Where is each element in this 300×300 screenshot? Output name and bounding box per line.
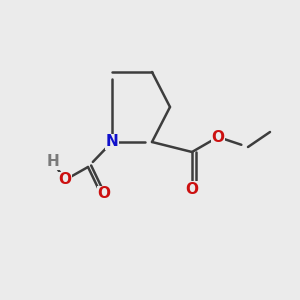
Text: O: O (98, 187, 110, 202)
Text: H: H (46, 154, 59, 169)
Text: O: O (185, 182, 199, 196)
Text: N: N (106, 134, 118, 149)
Text: O: O (58, 172, 71, 188)
Text: O: O (212, 130, 224, 145)
